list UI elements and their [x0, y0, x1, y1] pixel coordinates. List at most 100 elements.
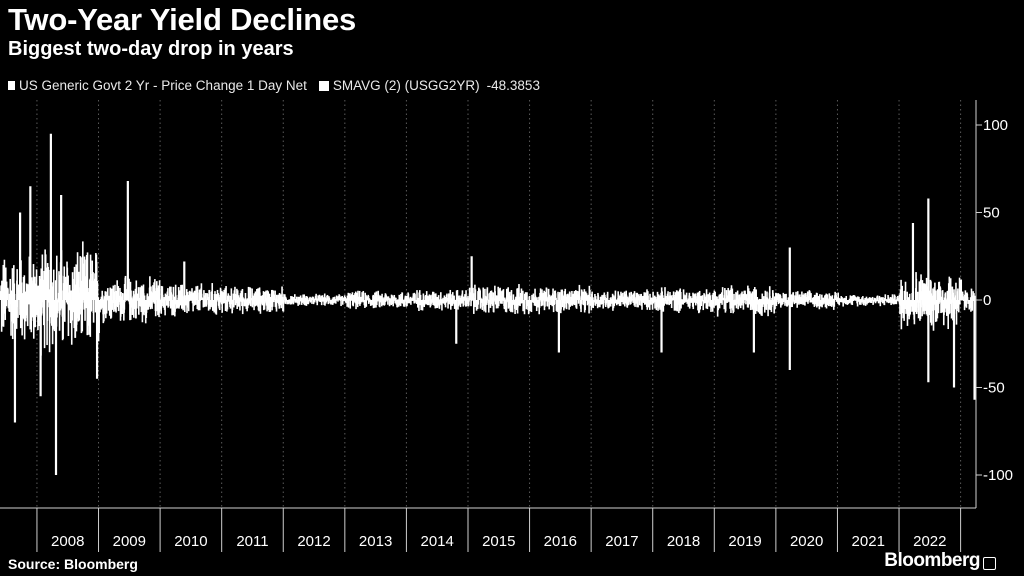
bar	[921, 285, 924, 300]
bar	[662, 300, 665, 312]
bar	[263, 300, 266, 310]
bar	[951, 286, 954, 300]
bar	[109, 287, 112, 300]
bar	[538, 300, 541, 302]
bar	[316, 300, 319, 303]
bar	[211, 283, 214, 300]
bar	[605, 300, 608, 304]
bar	[121, 300, 123, 314]
bar	[644, 292, 647, 300]
bar	[748, 300, 751, 305]
bar	[682, 300, 685, 305]
bar	[535, 300, 538, 312]
bar	[276, 300, 279, 303]
bar	[366, 300, 368, 301]
bar	[456, 289, 459, 300]
bar	[552, 294, 555, 300]
bar	[938, 300, 941, 303]
bar	[439, 299, 441, 301]
bar	[237, 295, 240, 300]
bar	[52, 286, 54, 300]
bar	[58, 271, 60, 300]
bar	[282, 300, 285, 303]
bar	[81, 257, 83, 300]
bar	[594, 293, 596, 300]
bar	[227, 300, 230, 302]
bar	[799, 300, 802, 305]
bar	[280, 300, 283, 304]
bar	[122, 293, 124, 300]
bar	[147, 300, 150, 310]
bar	[640, 293, 642, 300]
bar	[259, 300, 262, 314]
bar	[521, 293, 523, 300]
bar	[529, 300, 531, 312]
bar	[10, 290, 13, 300]
bar	[246, 298, 249, 300]
bar	[298, 300, 301, 305]
bar	[309, 300, 312, 303]
brand-logo: Bloomberg	[884, 550, 996, 572]
bar	[347, 300, 350, 308]
bar	[315, 293, 317, 300]
bar	[667, 297, 670, 300]
bar	[286, 300, 288, 305]
bar	[962, 299, 965, 301]
bar	[804, 300, 807, 302]
bar	[662, 297, 665, 300]
bar	[384, 300, 387, 303]
bar	[497, 300, 499, 309]
bar	[865, 300, 867, 301]
bar	[422, 300, 424, 305]
bar	[268, 293, 271, 300]
x-tick-label: 2013	[359, 533, 392, 550]
bar	[866, 300, 868, 305]
bar	[89, 254, 92, 300]
bar	[737, 300, 740, 307]
bar	[846, 300, 849, 305]
bar	[397, 300, 400, 307]
bar	[62, 300, 64, 339]
bar	[896, 295, 899, 300]
bar	[22, 300, 25, 318]
bar	[733, 293, 735, 300]
bar	[43, 270, 45, 300]
bar	[483, 300, 486, 310]
bar	[109, 295, 112, 300]
bar	[46, 300, 49, 321]
bar	[168, 296, 170, 300]
bar	[673, 300, 676, 311]
bar	[398, 300, 400, 302]
bar	[39, 300, 42, 397]
bar	[205, 300, 208, 307]
bar	[337, 300, 339, 302]
bar	[294, 294, 296, 300]
bar	[238, 297, 241, 300]
bar	[41, 300, 44, 303]
bar	[369, 300, 372, 306]
legend-value-smavg: -48.3853	[486, 78, 540, 93]
bar	[70, 290, 72, 300]
bar	[403, 299, 406, 301]
bar	[253, 300, 255, 311]
bar	[470, 300, 472, 307]
bar	[414, 294, 416, 300]
bar	[404, 300, 406, 306]
bar	[836, 300, 838, 301]
bar	[267, 291, 269, 300]
bar	[878, 300, 880, 301]
bar	[261, 300, 264, 306]
bar	[466, 300, 468, 304]
bar	[131, 300, 134, 313]
bar	[593, 300, 596, 303]
bar	[72, 289, 74, 300]
bar	[646, 300, 649, 310]
legend-label-daily-change: US Generic Govt 2 Yr - Price Change 1 Da…	[19, 78, 307, 93]
bar	[168, 300, 171, 301]
bar	[536, 297, 538, 300]
bar	[255, 293, 257, 300]
bar	[15, 300, 18, 329]
bar	[571, 300, 574, 305]
bar	[457, 300, 460, 307]
bar	[485, 300, 487, 305]
